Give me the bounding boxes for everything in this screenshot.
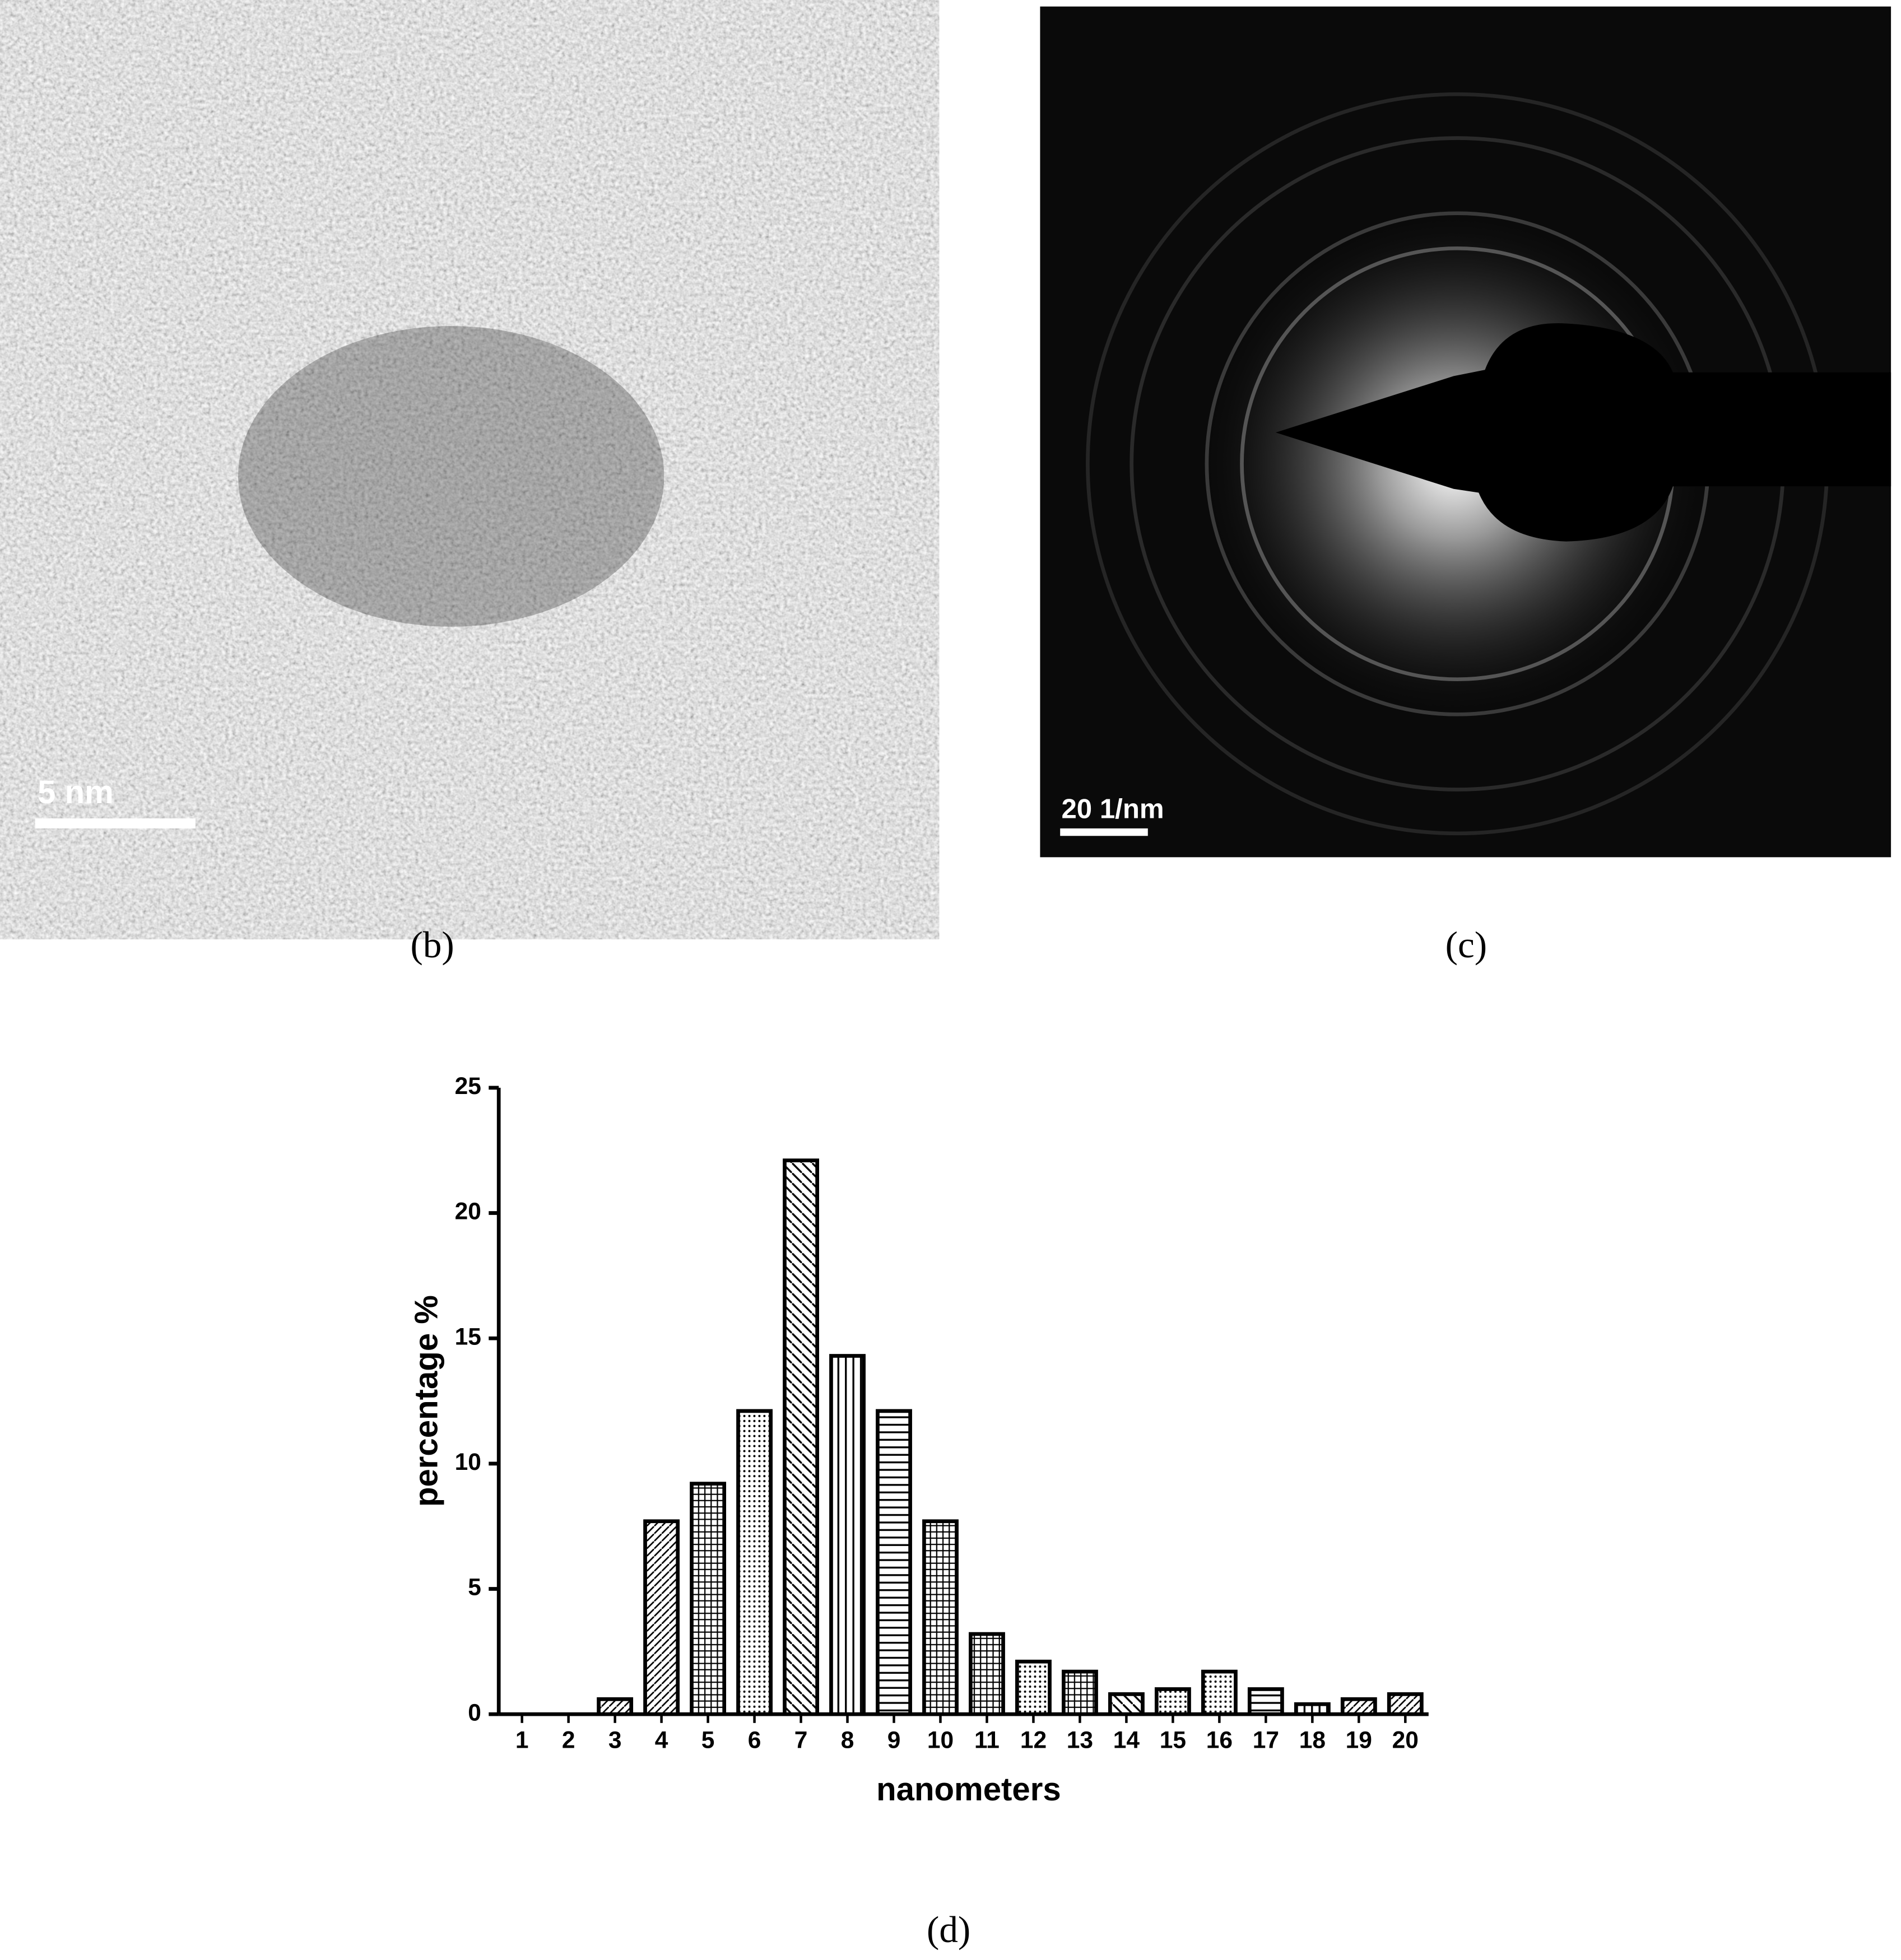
crystal-region xyxy=(238,325,664,627)
bar xyxy=(829,1354,866,1716)
bar xyxy=(1062,1669,1098,1716)
x-tick-label: 8 xyxy=(841,1728,854,1754)
x-tick-label: 6 xyxy=(748,1728,761,1754)
y-tick-label: 10 xyxy=(455,1449,481,1475)
x-tick-label: 13 xyxy=(1067,1728,1093,1754)
bar xyxy=(690,1482,727,1716)
micrograph-c: 20 1/nm xyxy=(1040,6,1891,858)
x-tick-label: 1 xyxy=(515,1728,529,1754)
y-tick-label: 25 xyxy=(455,1073,481,1100)
x-axis-label: nanometers xyxy=(876,1771,1061,1808)
x-tick-label: 12 xyxy=(1020,1728,1047,1754)
bar xyxy=(969,1632,1005,1716)
bar xyxy=(1201,1669,1238,1716)
bar xyxy=(1108,1692,1145,1716)
x-tick-label: 20 xyxy=(1392,1728,1419,1754)
x-tick-label: 16 xyxy=(1206,1728,1233,1754)
y-tick-label: 0 xyxy=(468,1700,481,1726)
x-tick-label: 5 xyxy=(701,1728,715,1754)
panel-label: (b) xyxy=(411,924,454,966)
bar xyxy=(783,1158,819,1716)
panel-label: (d) xyxy=(927,1908,970,1950)
y-tick-label: 15 xyxy=(455,1324,481,1350)
x-tick-label: 4 xyxy=(655,1728,668,1754)
hrtem-image xyxy=(10,10,855,855)
y-axis-label: percentage % xyxy=(408,1295,444,1507)
x-tick-label: 9 xyxy=(887,1728,901,1754)
micrograph-b: 5 nm xyxy=(10,10,855,855)
x-tick-label: 19 xyxy=(1346,1728,1372,1754)
x-tick-label: 15 xyxy=(1160,1728,1186,1754)
y-tick-label: 5 xyxy=(468,1575,481,1601)
beam-stop xyxy=(1275,323,1891,542)
x-tick-label: 14 xyxy=(1113,1728,1140,1754)
panel-label: (c) xyxy=(1445,924,1487,966)
bar xyxy=(597,1697,634,1716)
bar xyxy=(736,1409,773,1716)
bar xyxy=(1015,1659,1052,1716)
bar xyxy=(1154,1687,1191,1716)
x-tick-label: 3 xyxy=(608,1728,622,1754)
x-tick-label: 2 xyxy=(562,1728,575,1754)
scale-bar-label: 20 1/nm xyxy=(1061,794,1164,825)
bar xyxy=(876,1409,912,1716)
bar xyxy=(922,1519,959,1716)
scale-bar-label: 5 nm xyxy=(38,774,114,811)
bar xyxy=(1247,1687,1284,1716)
x-tick-label: 10 xyxy=(927,1728,954,1754)
x-tick-label: 18 xyxy=(1299,1728,1326,1754)
x-tick-label: 11 xyxy=(974,1728,1000,1754)
bar xyxy=(1387,1692,1424,1716)
bar xyxy=(1294,1702,1331,1716)
bar xyxy=(1340,1697,1377,1716)
y-tick-label: 20 xyxy=(455,1199,481,1225)
bar xyxy=(643,1519,680,1716)
x-tick-label: 7 xyxy=(794,1728,808,1754)
x-tick-label: 17 xyxy=(1253,1728,1279,1754)
